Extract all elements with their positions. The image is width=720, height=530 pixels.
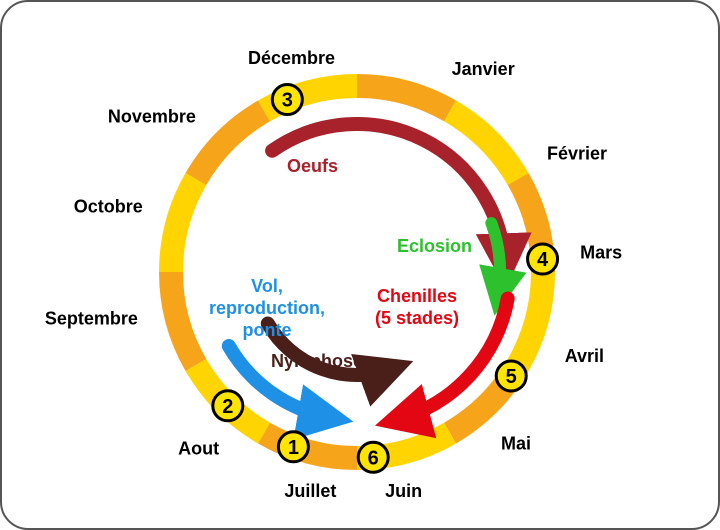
label-vol-l3: ponte <box>243 320 292 340</box>
stage-badge-number: 2 <box>222 396 233 418</box>
label-chenilles-l2: (5 stades) <box>375 308 459 328</box>
month-label: Novembre <box>108 106 196 126</box>
month-label: Juillet <box>284 481 336 501</box>
month-label: Septembre <box>45 309 138 329</box>
stage-badge-number: 4 <box>537 249 549 271</box>
label-vol-l1: Vol, <box>251 276 283 296</box>
stage-badge-number: 1 <box>288 437 299 459</box>
stage-badge-number: 6 <box>368 447 379 469</box>
label-eclosion: Eclosion <box>397 236 472 256</box>
label-oeufs: Oeufs <box>287 156 338 176</box>
ring-segment <box>171 272 196 365</box>
label-nymphose: Nymphose <box>271 351 363 371</box>
month-label: Décembre <box>248 48 335 68</box>
label-vol-l2: reproduction, <box>209 298 325 318</box>
stage-badge-number: 5 <box>506 366 517 388</box>
month-label: Mars <box>580 242 622 262</box>
month-label: Avril <box>565 346 604 366</box>
month-label: Aout <box>178 439 219 459</box>
month-label: Octobre <box>74 197 143 217</box>
stage-badge-number: 3 <box>282 90 293 112</box>
month-label: Février <box>547 143 607 163</box>
ring-segment <box>518 272 543 365</box>
ring-segment <box>171 179 196 272</box>
month-label: Juin <box>385 481 422 501</box>
month-label: Mai <box>501 434 531 454</box>
month-label: Janvier <box>452 59 515 79</box>
phase-arc-eclosion <box>491 223 500 297</box>
ring-segment <box>196 111 264 179</box>
label-chenilles-l1: Chenilles <box>377 286 457 306</box>
ring-segment <box>357 86 450 111</box>
